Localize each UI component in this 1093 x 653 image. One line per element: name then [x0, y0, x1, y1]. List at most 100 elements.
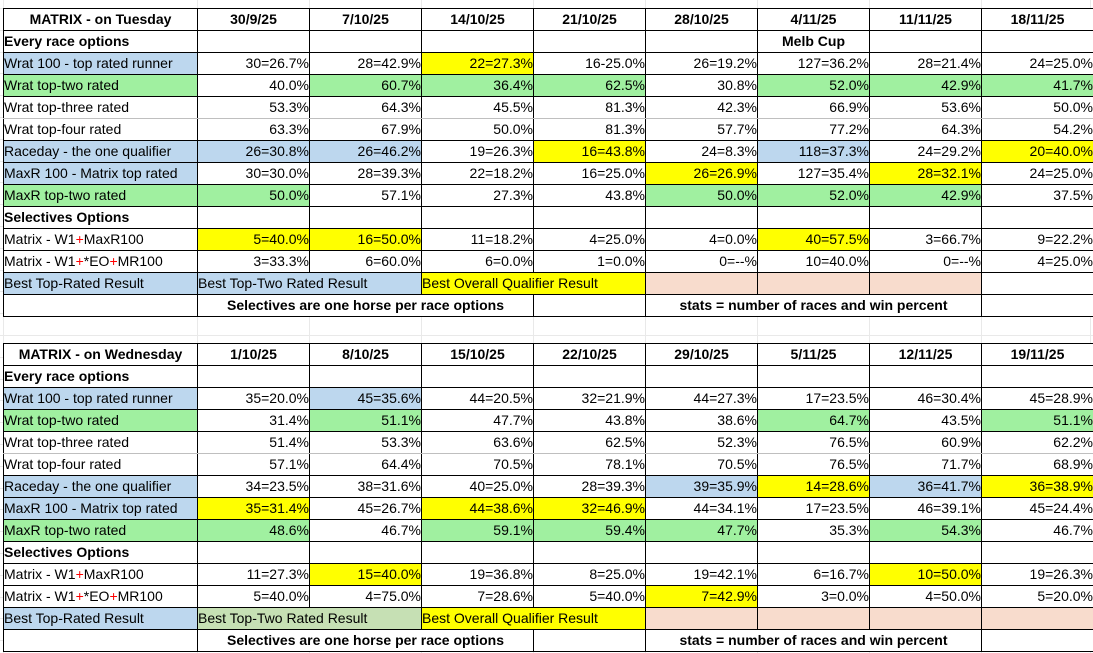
value-cell[interactable]: 37.5%	[981, 184, 1093, 207]
value-cell[interactable]: 64.3%	[309, 96, 422, 119]
value-cell[interactable]: 44=34.1%	[645, 497, 758, 520]
value-cell[interactable]: 62.5%	[533, 431, 646, 454]
row-label-cell[interactable]: Wrat 100 - top rated runner	[3, 387, 198, 410]
value-cell[interactable]: 8=25.0%	[533, 563, 646, 586]
empty-cell[interactable]	[645, 365, 758, 388]
best-overall-cell[interactable]: Best Overall Qualifier Result	[421, 607, 646, 630]
value-cell[interactable]: 4=50.0%	[869, 585, 982, 608]
best-filler-cell[interactable]	[757, 272, 870, 295]
best-filler-cell[interactable]	[645, 607, 758, 630]
value-cell[interactable]: 59.1%	[421, 519, 534, 542]
value-cell[interactable]: 4=75.0%	[309, 585, 422, 608]
date-header-cell[interactable]: 18/11/25	[981, 8, 1093, 31]
date-header-cell[interactable]: 12/11/25	[869, 343, 982, 366]
value-cell[interactable]: 46=39.1%	[869, 497, 982, 520]
empty-cell[interactable]	[197, 206, 310, 229]
value-cell[interactable]: 5=40.0%	[197, 228, 310, 251]
empty-cell[interactable]	[757, 541, 870, 564]
value-cell[interactable]: 30=26.7%	[197, 52, 310, 75]
value-cell[interactable]: 22=27.3%	[421, 52, 534, 75]
best-filler-cell[interactable]	[869, 272, 982, 295]
melb-cup-cell[interactable]: Melb Cup	[757, 30, 870, 53]
value-cell[interactable]: 76.5%	[757, 431, 870, 454]
value-cell[interactable]: 26=19.2%	[645, 52, 758, 75]
row-label-cell[interactable]: Wrat top-two rated	[3, 409, 198, 432]
table-title-cell[interactable]: MATRIX - on Wednesday	[3, 343, 198, 366]
best-filler-cell[interactable]	[645, 272, 758, 295]
value-cell[interactable]: 11=18.2%	[421, 228, 534, 251]
value-cell[interactable]: 53.3%	[197, 96, 310, 119]
value-cell[interactable]: 118=37.3%	[757, 140, 870, 163]
value-cell[interactable]: 40=25.0%	[421, 475, 534, 498]
empty-cell[interactable]	[421, 541, 534, 564]
value-cell[interactable]: 3=33.3%	[197, 250, 310, 273]
date-header-cell[interactable]: 21/10/25	[533, 8, 646, 31]
value-cell[interactable]: 10=50.0%	[869, 563, 982, 586]
value-cell[interactable]: 16=43.8%	[533, 140, 646, 163]
row-label-cell[interactable]: MaxR 100 - Matrix top rated	[3, 162, 198, 185]
section-label-cell[interactable]: Selectives Options	[3, 206, 198, 229]
note-blank-cell[interactable]	[3, 629, 198, 652]
row-label-cell[interactable]: Matrix - W1+*EO+MR100	[3, 585, 198, 608]
date-header-cell[interactable]: 30/9/25	[197, 8, 310, 31]
empty-cell[interactable]	[869, 206, 982, 229]
value-cell[interactable]: 28=32.1%	[869, 162, 982, 185]
date-header-cell[interactable]: 19/11/25	[981, 343, 1093, 366]
row-label-cell[interactable]: Raceday - the one qualifier	[3, 140, 198, 163]
empty-cell[interactable]	[309, 365, 422, 388]
empty-cell[interactable]	[309, 206, 422, 229]
date-header-cell[interactable]: 14/10/25	[421, 8, 534, 31]
value-cell[interactable]: 36=41.7%	[869, 475, 982, 498]
value-cell[interactable]: 44=20.5%	[421, 387, 534, 410]
value-cell[interactable]: 48.6%	[197, 519, 310, 542]
value-cell[interactable]: 44=38.6%	[421, 497, 534, 520]
value-cell[interactable]: 46=30.4%	[869, 387, 982, 410]
value-cell[interactable]: 78.1%	[533, 453, 646, 476]
value-cell[interactable]: 40.0%	[197, 74, 310, 97]
value-cell[interactable]: 5=20.0%	[981, 585, 1093, 608]
empty-cell[interactable]	[421, 365, 534, 388]
value-cell[interactable]: 35=20.0%	[197, 387, 310, 410]
value-cell[interactable]: 38=31.6%	[309, 475, 422, 498]
value-cell[interactable]: 50.0%	[645, 184, 758, 207]
value-cell[interactable]: 53.3%	[309, 431, 422, 454]
value-cell[interactable]: 51.4%	[197, 431, 310, 454]
empty-cell[interactable]	[197, 365, 310, 388]
empty-cell[interactable]	[981, 365, 1093, 388]
value-cell[interactable]: 9=22.2%	[981, 228, 1093, 251]
empty-cell[interactable]	[757, 206, 870, 229]
value-cell[interactable]: 57.1%	[309, 184, 422, 207]
date-header-cell[interactable]: 7/10/25	[309, 8, 422, 31]
value-cell[interactable]: 0=--%	[645, 250, 758, 273]
value-cell[interactable]: 3=0.0%	[757, 585, 870, 608]
date-header-cell[interactable]: 4/11/25	[757, 8, 870, 31]
value-cell[interactable]: 24=29.2%	[869, 140, 982, 163]
empty-cell[interactable]	[309, 30, 422, 53]
value-cell[interactable]: 52.0%	[757, 74, 870, 97]
value-cell[interactable]: 41.7%	[981, 74, 1093, 97]
empty-cell[interactable]	[533, 541, 646, 564]
value-cell[interactable]: 70.5%	[645, 453, 758, 476]
note-spacer-cell[interactable]	[533, 629, 646, 652]
value-cell[interactable]: 17=23.5%	[757, 387, 870, 410]
section-label-cell[interactable]: Every race options	[3, 365, 198, 388]
best-filler-cell[interactable]	[981, 607, 1093, 630]
value-cell[interactable]: 63.6%	[421, 431, 534, 454]
value-cell[interactable]: 3=66.7%	[869, 228, 982, 251]
value-cell[interactable]: 22=18.2%	[421, 162, 534, 185]
empty-cell[interactable]	[981, 206, 1093, 229]
empty-cell[interactable]	[645, 30, 758, 53]
value-cell[interactable]: 4=0.0%	[645, 228, 758, 251]
row-label-cell[interactable]: Raceday - the one qualifier	[3, 475, 198, 498]
value-cell[interactable]: 28=42.9%	[309, 52, 422, 75]
value-cell[interactable]: 42.9%	[869, 74, 982, 97]
value-cell[interactable]: 6=60.0%	[309, 250, 422, 273]
row-label-cell[interactable]: Wrat top-four rated	[3, 118, 198, 141]
value-cell[interactable]: 34=23.5%	[197, 475, 310, 498]
best-top-two-cell[interactable]: Best Top-Two Rated Result	[197, 272, 422, 295]
value-cell[interactable]: 39=35.9%	[645, 475, 758, 498]
value-cell[interactable]: 60.7%	[309, 74, 422, 97]
value-cell[interactable]: 24=8.3%	[645, 140, 758, 163]
note-spacer-cell[interactable]	[533, 294, 646, 317]
value-cell[interactable]: 50.0%	[197, 184, 310, 207]
